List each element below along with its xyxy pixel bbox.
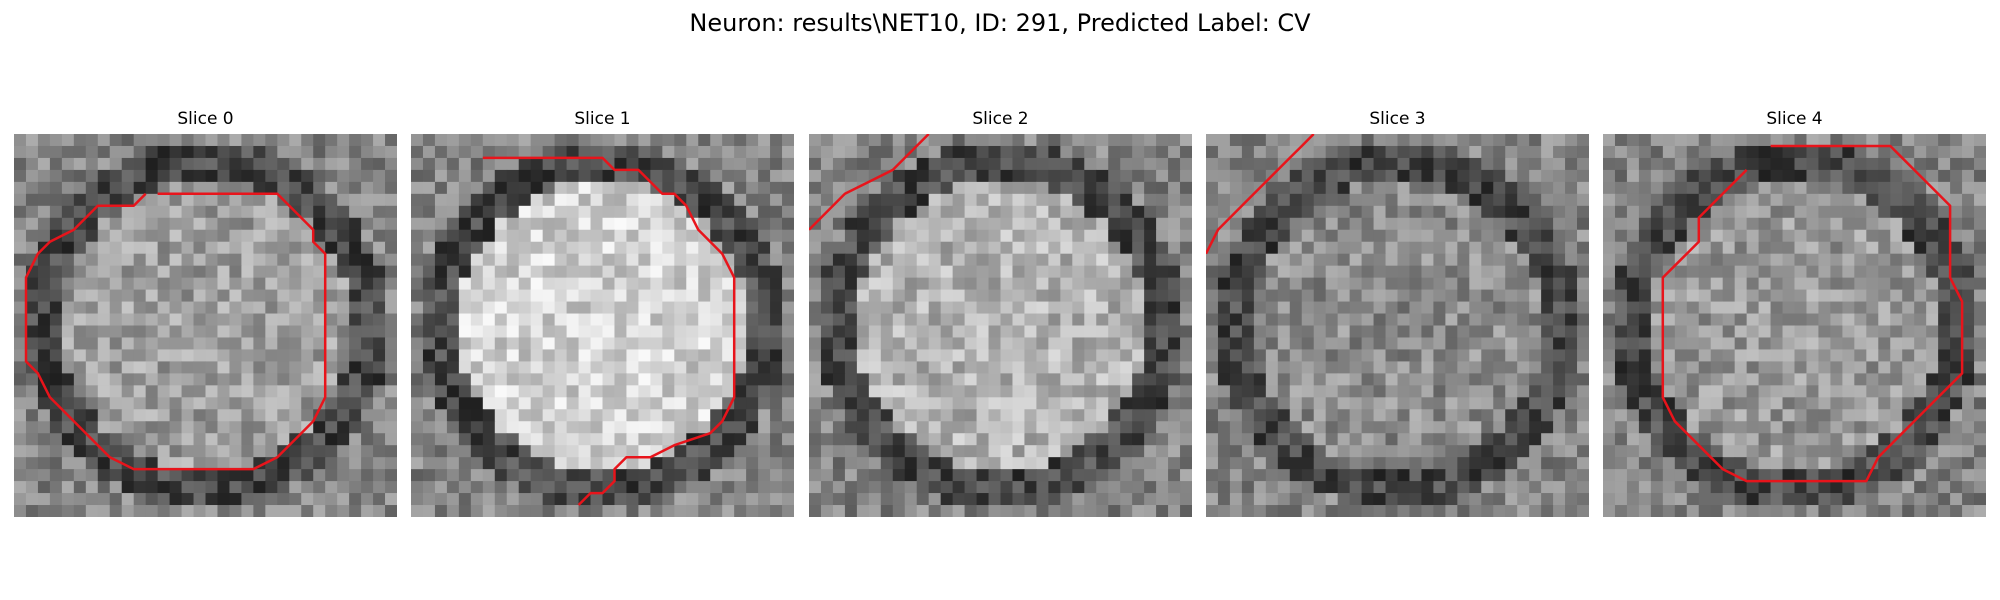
slice-image: [809, 134, 1192, 517]
slice-image: [411, 134, 794, 517]
slice-canvas: [14, 134, 397, 517]
slice-canvas: [1206, 134, 1589, 517]
slice-canvas: [1603, 134, 1986, 517]
slice-image: [1206, 134, 1589, 517]
slice-pixels: [411, 134, 794, 517]
slice-canvas: [809, 134, 1192, 517]
slice-title: Slice 3: [1369, 109, 1426, 129]
slice-canvas: [411, 134, 794, 517]
contour-line: [482, 156, 736, 506]
slice-image: [1603, 134, 1986, 517]
slice-image: [14, 134, 397, 517]
slice-title: Slice 0: [177, 109, 234, 129]
contour-line: [1206, 134, 1315, 255]
contour-line: [24, 192, 327, 471]
slice-pixels: [14, 134, 397, 517]
slice-title: Slice 2: [972, 109, 1029, 129]
contour-line: [809, 134, 930, 231]
contour-line: [1661, 144, 1964, 483]
slice-pixels: [809, 134, 1192, 517]
slice-pixels: [1206, 134, 1589, 517]
slice-title: Slice 4: [1766, 109, 1823, 129]
slice-title: Slice 1: [574, 109, 631, 129]
slice-pixels: [1603, 134, 1986, 517]
figure-title: Neuron: results\NET10, ID: 291, Predicte…: [689, 9, 1311, 37]
